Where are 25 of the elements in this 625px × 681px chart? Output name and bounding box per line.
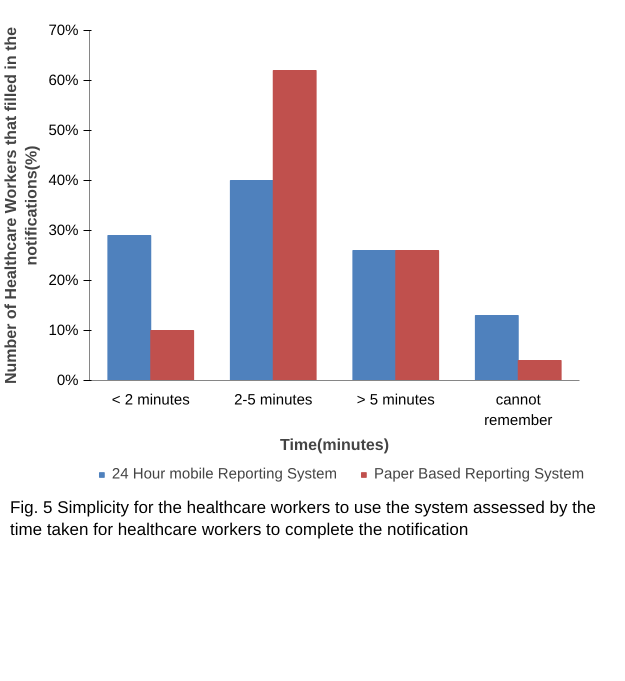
y-tick-label: 60% [48,72,79,89]
bar [518,360,562,380]
bar [150,330,194,380]
x-axis-title: Time(minutes) [280,436,390,454]
bar [272,70,317,380]
bar [474,315,519,380]
y-tick-label: 0% [56,372,79,389]
bar [352,250,396,380]
y-tick-label: 50% [48,122,79,139]
y-tick-label: 30% [48,222,79,239]
bar [395,250,440,380]
bar [230,180,274,380]
y-tick-label: 20% [48,272,79,289]
x-tick-label: < 2 minutes [112,392,190,408]
bar [107,235,152,380]
legend-label: 24 Hour mobile Reporting System [112,466,337,482]
x-tick-label: 2-5 minutes [234,392,312,408]
x-tick-label: cannot remember [484,392,552,429]
y-tick-label: 10% [48,322,79,339]
legend-label: Paper Based Reporting System [374,466,584,482]
y-axis-title: Number of Healthcare Workers that filled in the notifications(%) [3,26,40,384]
x-tick-label: > 5 minutes [356,392,435,408]
y-tick-label: 40% [48,172,79,189]
caption: Fig. 5 Simplicity for the healthcare workers to use the system assessed by the time taken for healthcare workers to complete the notification [10,497,597,542]
y-tick-label: 70% [48,22,79,39]
